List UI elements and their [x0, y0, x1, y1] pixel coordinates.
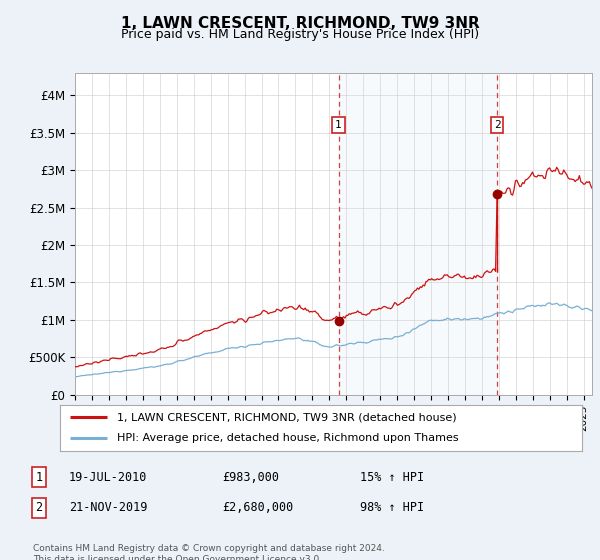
Text: HPI: Average price, detached house, Richmond upon Thames: HPI: Average price, detached house, Rich… [118, 433, 459, 444]
Bar [338, 73, 497, 395]
Text: 1, LAWN CRESCENT, RICHMOND, TW9 3NR: 1, LAWN CRESCENT, RICHMOND, TW9 3NR [121, 16, 479, 31]
Text: 2: 2 [35, 501, 43, 515]
Text: £983,000: £983,000 [222, 470, 279, 484]
Text: 19-JUL-2010: 19-JUL-2010 [69, 470, 148, 484]
Text: 15% ↑ HPI: 15% ↑ HPI [360, 470, 424, 484]
Text: 2: 2 [494, 120, 500, 130]
Text: 21-NOV-2019: 21-NOV-2019 [69, 501, 148, 515]
Text: Contains HM Land Registry data © Crown copyright and database right 2024.
This d: Contains HM Land Registry data © Crown c… [33, 544, 385, 560]
Text: 1: 1 [35, 470, 43, 484]
Text: Price paid vs. HM Land Registry's House Price Index (HPI): Price paid vs. HM Land Registry's House … [121, 28, 479, 41]
Text: 98% ↑ HPI: 98% ↑ HPI [360, 501, 424, 515]
Text: 1: 1 [335, 120, 342, 130]
Text: £2,680,000: £2,680,000 [222, 501, 293, 515]
Text: 1, LAWN CRESCENT, RICHMOND, TW9 3NR (detached house): 1, LAWN CRESCENT, RICHMOND, TW9 3NR (det… [118, 412, 457, 422]
